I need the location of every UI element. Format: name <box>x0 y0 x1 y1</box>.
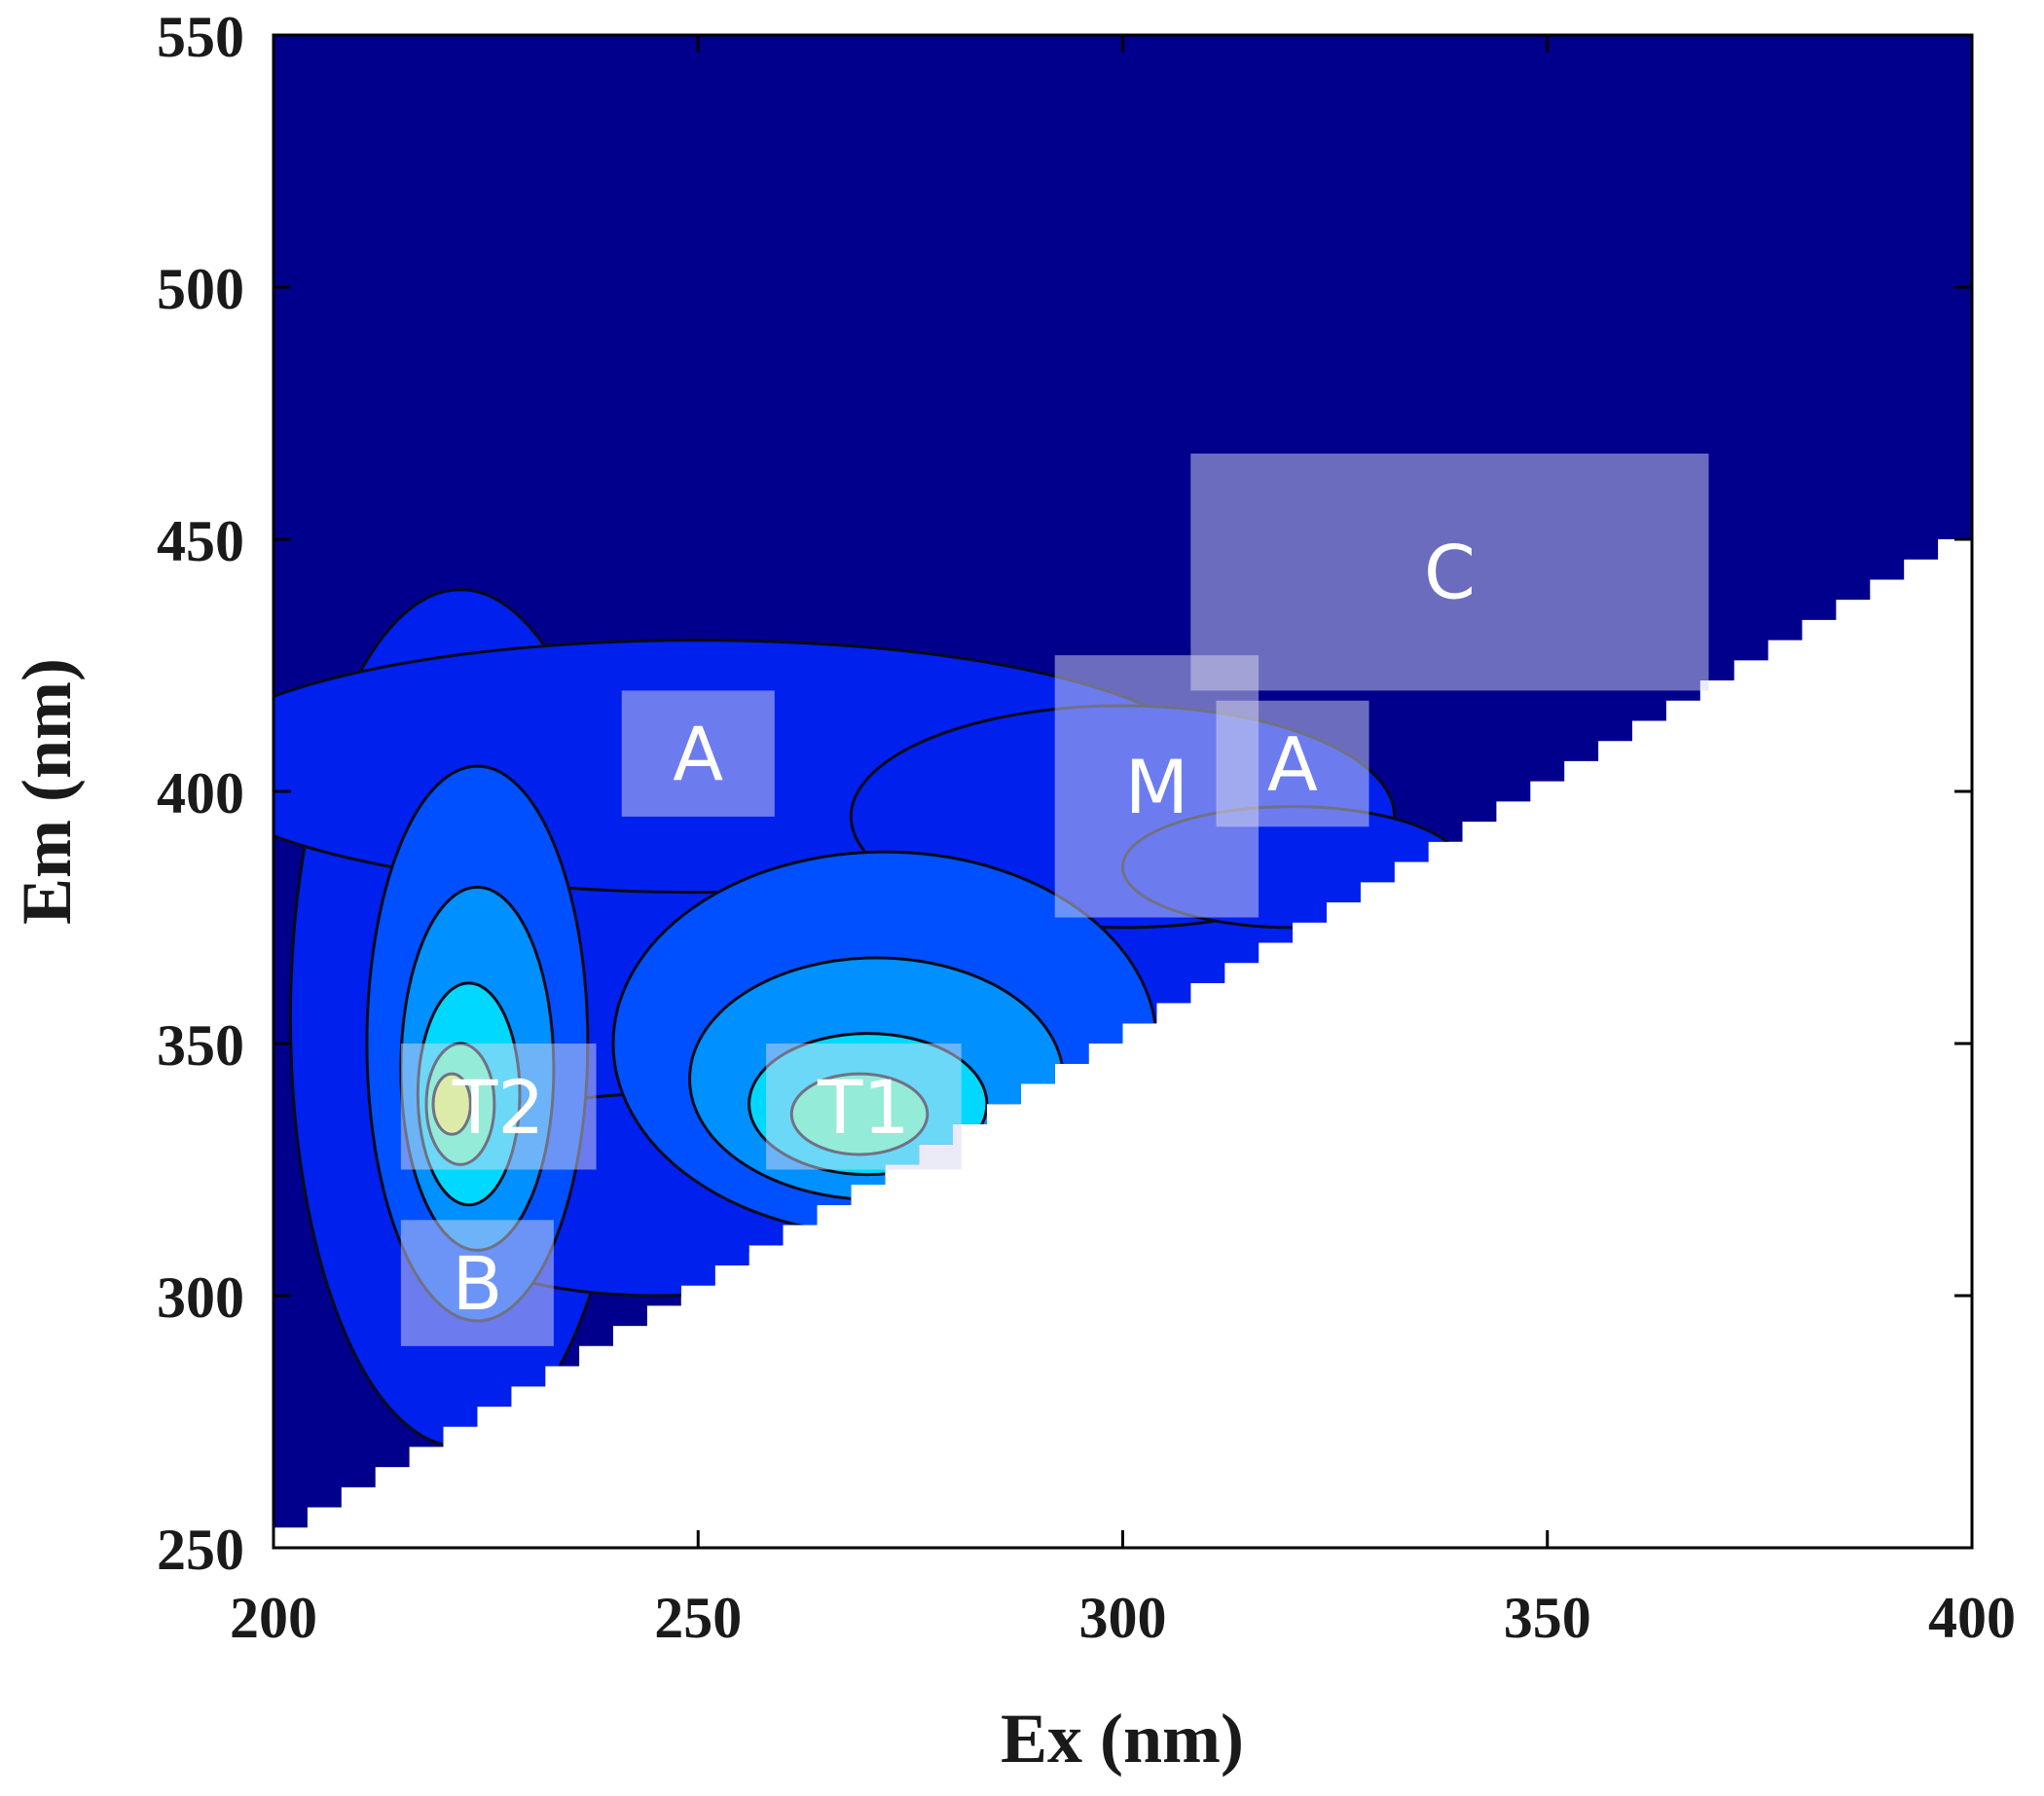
y-axis-title: Em (nm) <box>8 658 86 925</box>
y-tick-label: 550 <box>157 5 244 69</box>
region-box-t1-2 <box>766 1044 962 1170</box>
x-tick-label: 250 <box>654 1586 742 1650</box>
region-box-a-5 <box>1216 700 1369 827</box>
region-box-b-1 <box>400 1220 554 1346</box>
region-box-a-3 <box>621 690 775 817</box>
region-label-b: B <box>452 1240 502 1327</box>
region-label-m: M <box>1125 744 1189 830</box>
y-tick-label: 400 <box>157 761 244 825</box>
region-label-a: A <box>673 711 723 797</box>
y-tick-label: 250 <box>157 1518 244 1582</box>
region-label-t1: T1 <box>817 1064 910 1151</box>
y-tick-label: 350 <box>157 1013 244 1078</box>
x-tick-label: 350 <box>1504 1586 1591 1650</box>
region-label-a: A <box>1267 721 1318 808</box>
region-box-t2-0 <box>400 1044 597 1170</box>
region-box-c-6 <box>1190 453 1709 691</box>
x-axis-title: Ex (nm) <box>1001 1700 1244 1778</box>
y-tick-label: 300 <box>157 1265 244 1330</box>
region-label-t2: T2 <box>452 1064 545 1151</box>
region-label-c: C <box>1424 530 1476 616</box>
y-tick-label: 450 <box>157 509 244 573</box>
x-tick-label: 200 <box>230 1586 317 1650</box>
y-tick-label: 500 <box>157 257 244 321</box>
x-tick-label: 300 <box>1079 1586 1167 1650</box>
x-tick-label: 400 <box>1928 1586 2016 1650</box>
